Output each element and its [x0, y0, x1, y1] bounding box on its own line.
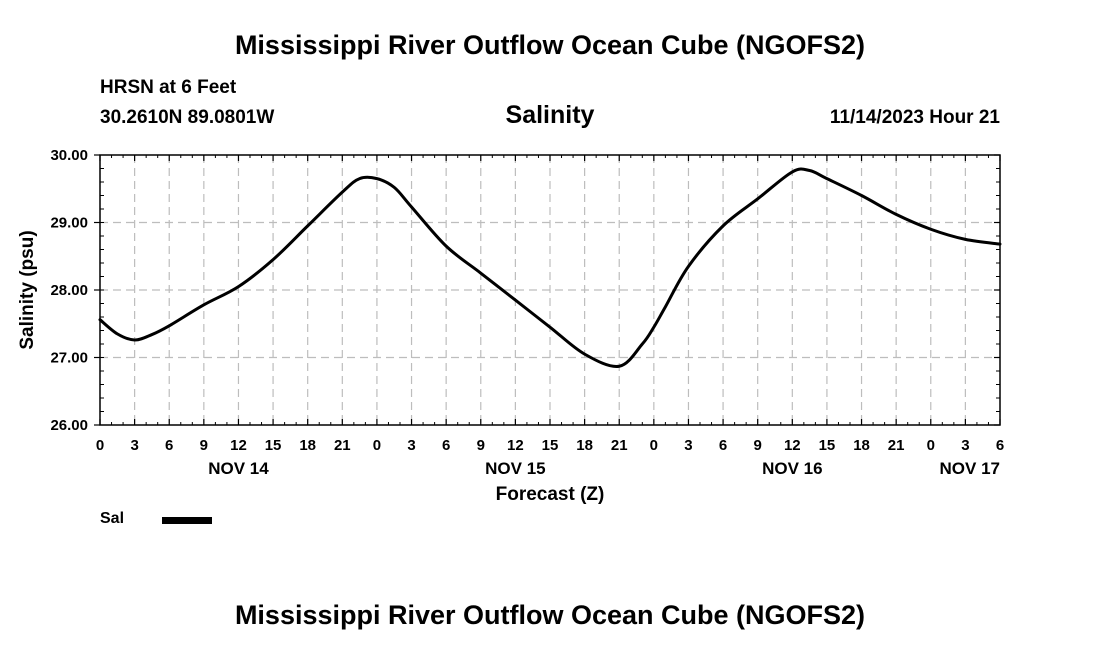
x-tick-label: 3 [961, 437, 969, 454]
x-tick-label: 3 [684, 437, 692, 454]
grid-lines [100, 155, 1000, 425]
forecast-datetime: 11/14/2023 Hour 21 [829, 107, 1000, 128]
x-tick-label: 21 [888, 437, 905, 454]
series-line-sal [98, 167, 1002, 368]
main-title: Mississippi River Outflow Ocean Cube (NG… [234, 30, 866, 60]
day-label: NOV 17 [940, 459, 1000, 478]
x-tick-label: 15 [819, 437, 836, 454]
y-axis-label: Salinity (psu) [17, 230, 38, 349]
y-tick-label: 26.00 [50, 417, 88, 434]
x-tick-label: 3 [407, 437, 415, 454]
x-tick-label: 0 [96, 437, 104, 454]
x-tick-label: 0 [373, 437, 381, 454]
day-label: NOV 16 [762, 459, 822, 478]
chart-title: Salinity [505, 101, 595, 129]
x-tick-label: 6 [719, 437, 727, 454]
x-tick-label: 9 [477, 437, 485, 454]
x-tick-label: 12 [507, 437, 524, 454]
x-tick-label: 18 [299, 437, 316, 454]
y-tick-label: 27.00 [50, 350, 88, 367]
legend-swatch [162, 517, 212, 524]
x-axis-label: Forecast (Z) [496, 484, 605, 505]
x-tick-label: 0 [650, 437, 658, 454]
y-tick-label: 29.00 [50, 215, 88, 232]
x-tick-label: 15 [542, 437, 559, 454]
plot-frame [99, 154, 1001, 426]
x-tick-label: 21 [334, 437, 351, 454]
x-tick-label: 9 [200, 437, 208, 454]
day-label: NOV 14 [208, 459, 269, 478]
station-label: HRSN at 6 Feet [100, 77, 237, 98]
footer-title: Mississippi River Outflow Ocean Cube (NG… [234, 600, 866, 630]
y-tick-label: 28.00 [50, 282, 88, 299]
x-tick-label: 15 [265, 437, 282, 454]
axis-labels: 0 3 6 9 12 15 18 21 0 3 6 9 12 15 18 21 0 3 6 9 12 15 18 21 0 3 6 2… [50, 147, 1004, 478]
x-tick-label: 21 [611, 437, 628, 454]
x-tick-label: 3 [130, 437, 138, 454]
x-tick-label: 6 [442, 437, 450, 454]
x-tick-label: 18 [576, 437, 593, 454]
station-coordinates: 30.2610N 89.0801W [100, 107, 275, 128]
x-tick-label: 0 [927, 437, 935, 454]
x-tick-label: 12 [784, 437, 801, 454]
x-tick-label: 12 [230, 437, 247, 454]
x-tick-label: 9 [754, 437, 762, 454]
day-label: NOV 15 [485, 459, 545, 478]
x-tick-label: 6 [165, 437, 173, 454]
x-tick-label: 18 [853, 437, 870, 454]
y-tick-label: 30.00 [50, 147, 88, 164]
legend-label: Sal [100, 510, 125, 527]
x-tick-label: 6 [996, 437, 1004, 454]
